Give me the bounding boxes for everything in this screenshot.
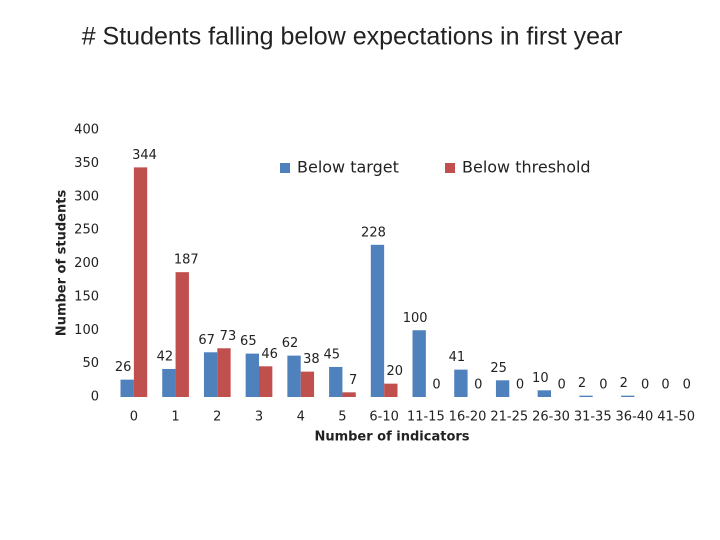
value-label: 65 (240, 334, 257, 349)
bar (120, 379, 134, 397)
bar (621, 395, 635, 397)
value-label: 25 (490, 361, 507, 376)
bar (287, 355, 301, 397)
x-tick-label: 31-35 (574, 410, 612, 425)
legend-swatch (280, 163, 290, 173)
value-label: 26 (115, 360, 132, 375)
value-label: 0 (599, 378, 607, 393)
y-tick-label: 400 (74, 123, 99, 138)
value-label: 46 (261, 347, 278, 362)
y-tick-label: 350 (74, 156, 99, 171)
bar (217, 348, 231, 397)
bar (342, 392, 356, 397)
y-tick-label: 150 (74, 289, 99, 304)
value-label: 45 (323, 347, 340, 362)
value-label: 10 (532, 371, 549, 386)
value-label: 0 (683, 378, 691, 393)
legend-label: Below threshold (462, 158, 591, 177)
value-label: 0 (641, 378, 649, 393)
x-axis-title: Number of indicators (314, 430, 469, 445)
value-label: 0 (661, 378, 669, 393)
value-label: 7 (349, 373, 357, 388)
value-label: 0 (432, 378, 440, 393)
value-label: 0 (516, 378, 524, 393)
x-tick-label: 11-15 (407, 410, 445, 425)
value-label: 0 (558, 378, 566, 393)
value-label: 41 (449, 350, 466, 365)
y-tick-label: 0 (91, 390, 99, 405)
value-label: 2 (620, 376, 628, 391)
bar (370, 244, 385, 397)
x-tick-label: 6-10 (369, 410, 399, 425)
x-tick-label: 26-30 (532, 410, 570, 425)
value-label: 228 (361, 225, 386, 240)
x-tick-label: 41-50 (657, 410, 695, 425)
value-label: 73 (220, 329, 237, 344)
bar (495, 380, 510, 397)
x-tick-label: 21-25 (490, 410, 528, 425)
bar (412, 330, 426, 397)
value-label: 344 (132, 148, 157, 163)
value-label: 187 (174, 253, 199, 268)
bar (245, 353, 259, 397)
value-label: 38 (303, 352, 320, 367)
bar (203, 352, 218, 397)
bar (579, 395, 593, 397)
x-tick-label: 16-20 (449, 410, 487, 425)
bar (454, 369, 468, 397)
bar (537, 390, 551, 397)
value-label: 42 (157, 349, 174, 364)
bar (133, 167, 148, 397)
chart-title: # Students falling below expectations in… (82, 23, 623, 51)
x-tick-label: 5 (338, 410, 346, 425)
x-tick-label: 0 (130, 410, 138, 425)
x-tick-label: 36-40 (616, 410, 654, 425)
x-tick-label: 3 (255, 410, 263, 425)
legend-label: Below target (297, 158, 399, 177)
value-label: 0 (474, 378, 482, 393)
legend-swatch (445, 163, 455, 173)
y-tick-label: 300 (74, 189, 99, 204)
bar (162, 368, 176, 397)
y-axis-title: Number of students (55, 190, 70, 337)
y-tick-label: 50 (82, 356, 99, 371)
value-label: 100 (403, 311, 428, 326)
bar (259, 366, 273, 397)
value-label: 62 (282, 336, 299, 351)
y-tick-label: 100 (74, 323, 99, 338)
x-tick-label: 2 (213, 410, 221, 425)
bar (175, 272, 189, 397)
bar (329, 366, 343, 397)
value-label: 67 (198, 333, 215, 348)
value-label: 20 (387, 364, 404, 379)
bar (384, 383, 398, 397)
y-tick-label: 200 (74, 256, 99, 271)
bar (300, 371, 315, 397)
x-tick-label: 1 (171, 410, 179, 425)
x-tick-label: 4 (297, 410, 305, 425)
value-label: 2 (578, 376, 586, 391)
y-tick-label: 250 (74, 223, 99, 238)
